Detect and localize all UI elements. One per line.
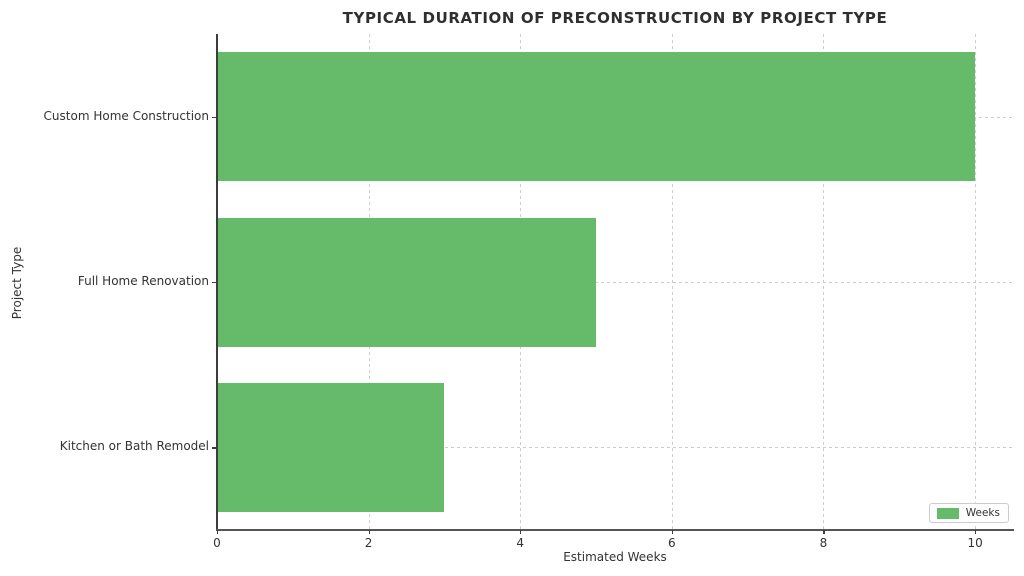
x-tick-label-2: 2 [364, 536, 373, 550]
x-tick-0 [217, 530, 219, 534]
bar-kitchen-or-bath-remodel [217, 382, 445, 512]
y-tick-kitchen-or-bath-remodel [212, 447, 216, 449]
x-tick-label-6: 6 [668, 536, 676, 550]
gridline-h-full-home-renovation [217, 282, 1013, 283]
x-tick-6 [671, 530, 674, 534]
legend-swatch-weeks [936, 507, 959, 519]
gridline-h-kitchen-or-bath-remodel [217, 447, 1013, 449]
x-tick-4 [520, 530, 522, 534]
y-tick-label-kitchen-or-bath-remodel: Kitchen or Bath Remodel [59, 439, 209, 454]
x-tick-label-0: 0 [213, 536, 221, 550]
x-tick-2 [368, 530, 370, 534]
bar-full-home-renovation [217, 217, 597, 347]
bar-custom-home-construction [217, 52, 976, 182]
legend-label: Weeks [965, 507, 1000, 519]
x-axis-spine [216, 529, 1014, 531]
x-tick-8 [823, 530, 825, 534]
x-tick-label-8: 8 [819, 536, 828, 550]
x-axis-label: Estimated Weeks [563, 550, 667, 564]
plot-area [217, 34, 1013, 530]
legend: Weeks [928, 503, 1009, 523]
chart-title: TYPICAL DURATION OF PRECONSTRUCTION BY P… [342, 9, 888, 27]
y-tick-label-custom-home-construction: Custom Home Construction [43, 108, 209, 123]
y-tick-full-home-renovation [212, 282, 216, 284]
x-tick-10 [975, 530, 977, 534]
y-tick-custom-home-construction [212, 116, 216, 118]
y-axis-spine [216, 34, 218, 531]
x-tick-label-10: 10 [967, 536, 983, 550]
y-tick-label-full-home-renovation: Full Home Renovation [77, 274, 209, 288]
x-tick-label-4: 4 [516, 536, 525, 550]
y-axis-label: Project Type [10, 246, 24, 320]
